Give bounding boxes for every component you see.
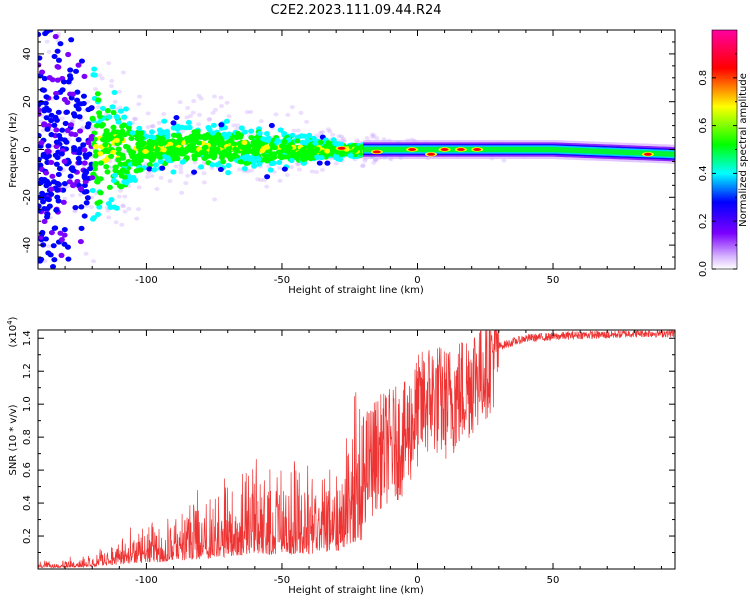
y-tick-label: -20 [22,189,33,205]
y-tick-label: 40 [22,48,33,61]
colorbar-axis: 0.0 0.2 0.4 0.6 0.8 [698,53,737,277]
x-tick-label: -100 [135,575,158,586]
bottom-x-axis-label: Height of straight line (km) [288,585,424,596]
colorbar-tick-label: 0.6 [698,118,709,134]
y-tick-label: 1.4 [22,330,33,346]
top-x-axis-label: Height of straight line (km) [288,285,424,296]
bottom-y-axis-label: SNR (10 * v/v) [8,404,19,475]
top-y-axis-label: Frequency (Hz) [8,112,19,188]
bottom-y-axis: 0.2 0.4 0.6 0.8 1.0 1.2 1.4 [22,330,675,554]
colorbar-label: Normalized spectral amplitude [738,73,749,227]
x-tick-label: 0 [414,575,420,586]
y-tick-label: 0.6 [22,462,33,478]
x-tick-label: -50 [274,575,290,586]
x-tick-label: 50 [547,275,560,286]
x-tick-label: -50 [274,275,290,286]
colorbar [711,29,738,270]
figure-title: C2E2.2023.111.09.44.R24 [270,3,441,18]
y-tick-label: 0 [22,146,33,152]
y-tick-label: 0.2 [22,528,33,544]
x-tick-label: -100 [135,275,158,286]
bottom-plot-frame [37,329,676,570]
colorbar-tick-label: 0.2 [698,213,709,229]
snr-line [38,330,675,569]
bottom-x-axis: -100 -50 0 50 [37,330,662,586]
y-tick-label: 0.4 [22,495,33,511]
bottom-y-multiplier: (x104) [6,316,19,347]
top-y-axis: -40 -20 0 20 40 [22,29,675,270]
y-tick-label: 1.2 [22,363,33,379]
spectrogram-plot [38,30,675,269]
bottom-panel: -100 -50 0 50 0.2 0.4 0.6 0.8 1.0 1.2 1.4 Height … [6,316,676,596]
x-tick-label: 0 [414,275,420,286]
x-tick-label: 50 [547,575,560,586]
colorbar-tick-label: 0.4 [698,165,709,181]
colorbar-tick-label: 0.0 [698,261,709,277]
y-tick-label: 0.8 [22,429,33,445]
snr-plot [38,330,675,569]
y-tick-label: 1.0 [22,396,33,412]
top-panel: -100 -50 0 50 -40 -20 0 20 40 Height of straigh… [8,29,749,296]
colorbar-tick-label: 0.8 [698,70,709,86]
y-tick-label: -40 [22,237,33,253]
y-tick-label: 20 [22,95,33,108]
top-x-axis: -100 -50 0 50 [37,30,662,286]
